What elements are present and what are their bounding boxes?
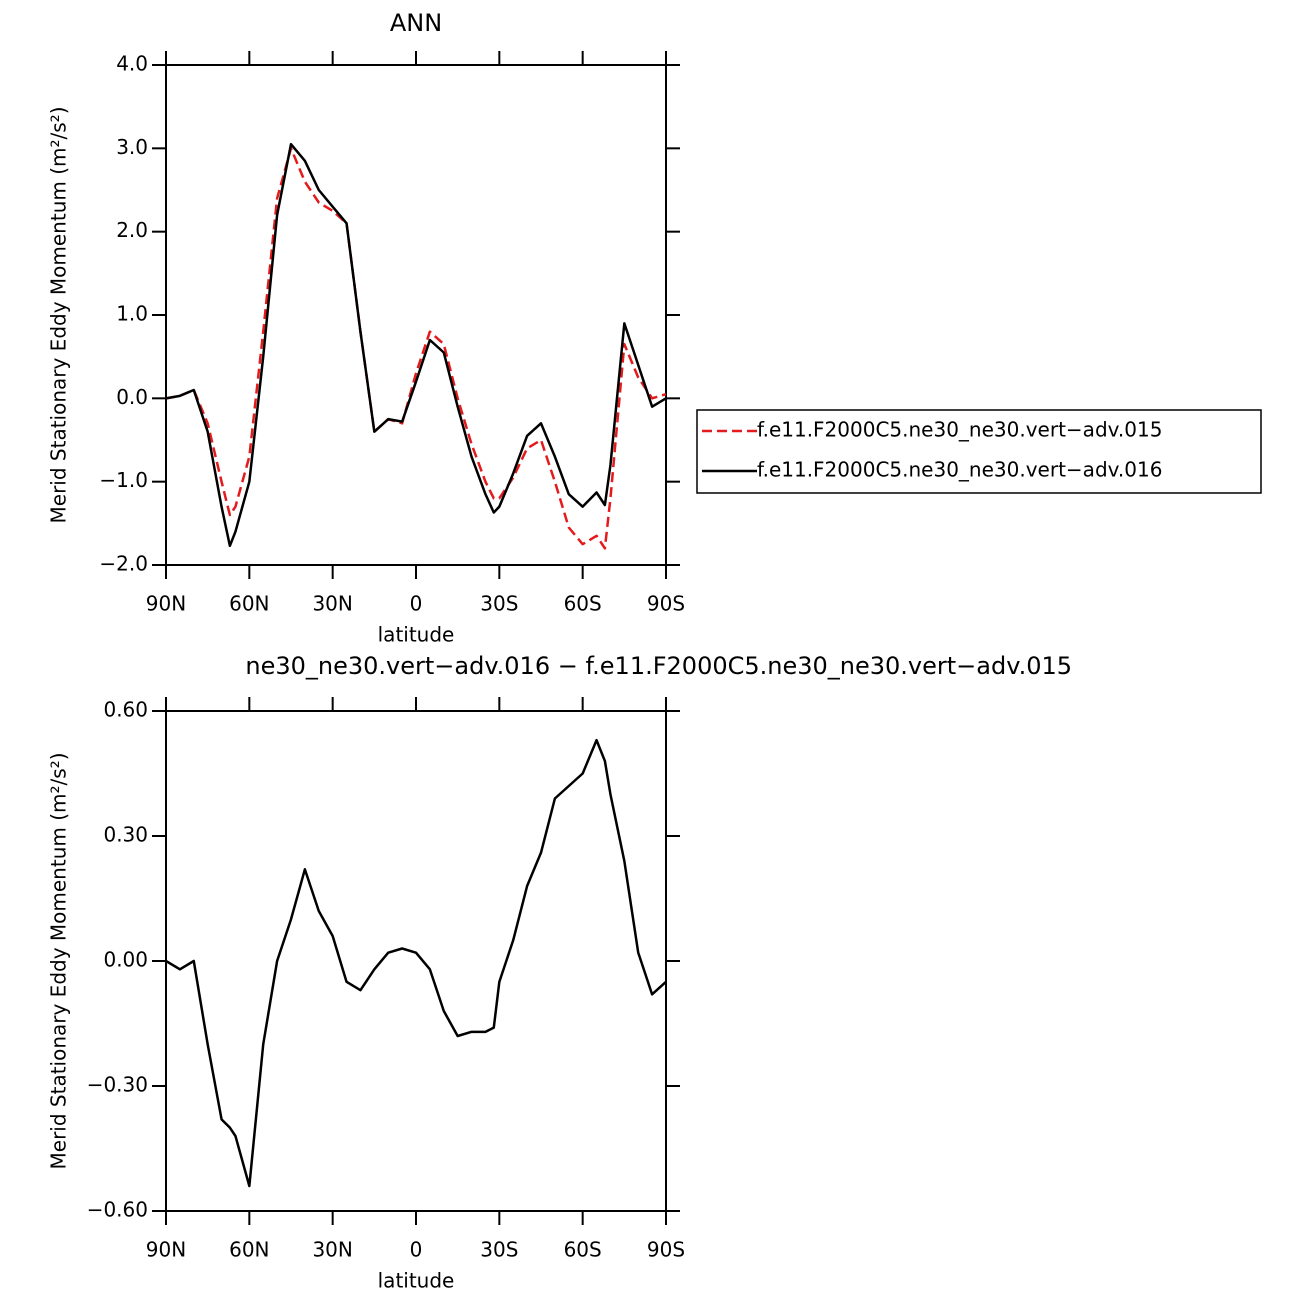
y-tick-label: −2.0: [99, 552, 148, 576]
x-tick-label: 30N: [312, 592, 352, 616]
x-tick-label: 30N: [312, 1238, 352, 1262]
y-tick-label: 0.0: [116, 385, 148, 409]
x-axis-label: latitude: [378, 1269, 455, 1293]
y-tick-label: 0.00: [103, 948, 148, 972]
x-tick-label: 60N: [229, 1238, 269, 1262]
legend-label: f.e11.F2000C5.ne30_ne30.vert−adv.016: [757, 458, 1162, 482]
y-tick-label: 4.0: [116, 52, 148, 76]
x-tick-label: 60S: [564, 592, 602, 616]
y-tick-label: 3.0: [116, 135, 148, 159]
x-tick-label: 60N: [229, 592, 269, 616]
y-tick-label: 1.0: [116, 302, 148, 326]
y-axis-label: Merid Stationary Eddy Momentum (m²/s²): [47, 107, 71, 524]
x-axis-label: latitude: [378, 623, 455, 647]
x-tick-label: 90S: [647, 592, 685, 616]
y-tick-label: −0.60: [87, 1198, 148, 1222]
y-tick-label: −0.30: [87, 1073, 148, 1097]
x-tick-label: 30S: [480, 592, 518, 616]
data-line: [165, 147, 667, 550]
x-tick-label: 30S: [480, 1238, 518, 1262]
y-tick-label: 0.60: [103, 698, 148, 722]
y-tick-label: 2.0: [116, 218, 148, 242]
plot-frame: [165, 710, 667, 1212]
x-tick-label: 60S: [564, 1238, 602, 1262]
y-axis-label: Merid Stationary Eddy Momentum (m²/s²): [47, 753, 71, 1170]
y-tick-label: −1.0: [99, 468, 148, 492]
x-tick-label: 90N: [146, 1238, 186, 1262]
chart-title: ne30_ne30.vert−adv.016 − f.e11.F2000C5.n…: [245, 652, 1072, 680]
y-tick-label: 0.30: [103, 823, 148, 847]
legend-label: f.e11.F2000C5.ne30_ne30.vert−adv.015: [757, 418, 1162, 442]
x-tick-label: 90N: [146, 592, 186, 616]
x-tick-label: 90S: [647, 1238, 685, 1262]
chart-title: ANN: [390, 9, 442, 37]
data-line: [165, 142, 667, 548]
legend-box: [696, 409, 1262, 494]
data-line: [165, 738, 667, 1188]
x-tick-label: 0: [410, 592, 423, 616]
x-tick-label: 0: [410, 1238, 423, 1262]
